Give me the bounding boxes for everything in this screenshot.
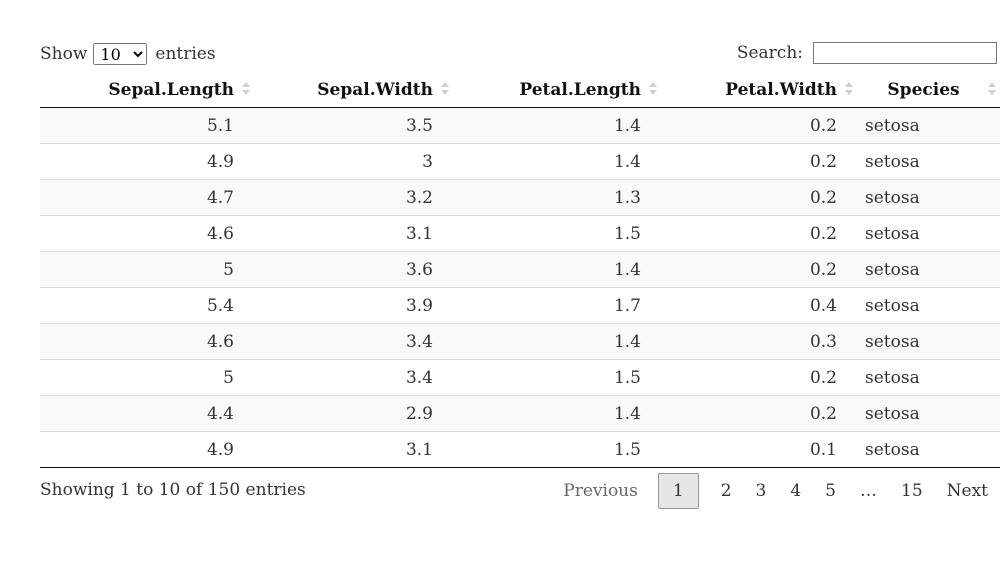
search-input[interactable] — [813, 42, 997, 64]
table-row: 4.9 3 1.4 0.2 setosa — [40, 143, 1000, 180]
entries-label: entries — [155, 44, 216, 64]
cell-sepal-width: 3.2 — [252, 179, 451, 216]
cell-petal-length: 1.4 — [451, 323, 659, 360]
cell-petal-length: 1.5 — [451, 431, 659, 468]
search-label: Search: — [736, 43, 803, 63]
cell-petal-length: 1.7 — [451, 287, 659, 324]
cell-sepal-width: 2.9 — [252, 395, 451, 432]
page-length-control: Show 10 entries — [40, 43, 216, 65]
cell-petal-width: 0.3 — [659, 323, 855, 360]
pagination: Previous 1 2 3 4 5 … 15 Next — [551, 473, 1000, 509]
cell-species: setosa — [855, 215, 1000, 252]
next-button[interactable]: Next — [946, 481, 988, 501]
page-button-3[interactable]: 3 — [755, 481, 767, 501]
page-button-15[interactable]: 15 — [901, 481, 923, 501]
table-row: 4.6 3.4 1.4 0.3 setosa — [40, 323, 1000, 360]
cell-petal-width: 0.2 — [659, 179, 855, 216]
cell-petal-width: 0.2 — [659, 215, 855, 252]
cell-species: setosa — [855, 287, 1000, 324]
cell-sepal-length: 4.9 — [40, 431, 252, 468]
page-button-2[interactable]: 2 — [720, 481, 732, 501]
table-row: 5 3.6 1.4 0.2 setosa — [40, 251, 1000, 288]
data-table: Sepal.Length Sepal.Width Petal.Length Pe… — [40, 72, 1000, 468]
sort-icon — [441, 80, 449, 98]
cell-petal-length: 1.4 — [451, 395, 659, 432]
page-length-select[interactable]: 10 — [93, 43, 148, 65]
cell-sepal-width: 3 — [252, 143, 451, 180]
cell-sepal-width: 3.6 — [252, 251, 451, 288]
cell-petal-length: 1.5 — [451, 215, 659, 252]
cell-sepal-width: 3.4 — [252, 323, 451, 360]
column-header-petal-width[interactable]: Petal.Width — [659, 72, 855, 108]
cell-sepal-length: 4.4 — [40, 395, 252, 432]
column-header-petal-length[interactable]: Petal.Length — [451, 72, 659, 108]
cell-sepal-length: 4.9 — [40, 143, 252, 180]
cell-species: setosa — [855, 359, 1000, 396]
previous-button[interactable]: Previous — [563, 481, 638, 501]
cell-species: setosa — [855, 179, 1000, 216]
table-row: 4.6 3.1 1.5 0.2 setosa — [40, 215, 1000, 252]
show-label: Show — [40, 44, 88, 64]
column-header-sepal-width[interactable]: Sepal.Width — [252, 72, 451, 108]
cell-sepal-length: 4.6 — [40, 215, 252, 252]
sort-icon — [242, 80, 250, 98]
cell-petal-length: 1.4 — [451, 251, 659, 288]
cell-petal-width: 0.4 — [659, 287, 855, 324]
table-row: 4.9 3.1 1.5 0.1 setosa — [40, 431, 1000, 468]
page-button-5[interactable]: 5 — [825, 481, 836, 501]
cell-sepal-length: 5.1 — [206, 115, 234, 136]
cell-sepal-length: 4.6 — [40, 323, 252, 360]
cell-species: setosa — [855, 251, 1000, 288]
cell-petal-width: 0.2 — [809, 115, 837, 136]
cell-petal-width: 0.2 — [659, 143, 855, 180]
cell-species: setosa — [855, 431, 1000, 468]
cell-petal-width: 0.2 — [659, 395, 855, 432]
cell-petal-length: 1.4 — [451, 143, 659, 180]
table-row: 5 3.4 1.5 0.2 setosa — [40, 359, 1000, 396]
table-info: Showing 1 to 10 of 150 entries — [40, 480, 306, 500]
cell-sepal-width: 3.4 — [252, 359, 451, 396]
column-header-sepal-length[interactable]: Sepal.Length — [40, 72, 252, 108]
table-row: 5.4 3.9 1.7 0.4 setosa — [40, 287, 1000, 324]
cell-petal-width: 0.2 — [659, 359, 855, 396]
sort-icon — [649, 80, 657, 98]
cell-sepal-width: 3.1 — [252, 215, 451, 252]
cell-petal-length: 1.3 — [451, 179, 659, 216]
cell-sepal-length: 5 — [40, 359, 252, 396]
cell-petal-length: 1.5 — [451, 359, 659, 396]
cell-sepal-length: 5 — [40, 251, 252, 288]
header-row: Sepal.Length Sepal.Width Petal.Length Pe… — [40, 72, 1000, 108]
table-row: 5.1 3.5 1.4 0.2 setosa — [40, 107, 1000, 144]
cell-species: setosa — [865, 115, 920, 136]
page-button-4[interactable]: 4 — [790, 481, 802, 501]
cell-petal-width: 0.1 — [659, 431, 855, 468]
cell-sepal-width: 3.9 — [252, 287, 451, 324]
table-row: 4.4 2.9 1.4 0.2 setosa — [40, 395, 1000, 432]
cell-petal-width: 0.2 — [659, 251, 855, 288]
sort-icon — [988, 80, 996, 98]
search-control: Search: — [737, 42, 997, 64]
page-button-1[interactable]: 1 — [657, 473, 699, 509]
cell-species: setosa — [855, 395, 1000, 432]
cell-species: setosa — [855, 143, 1000, 180]
sort-icon — [845, 80, 853, 98]
cell-sepal-width: 3.1 — [252, 431, 451, 468]
pagination-ellipsis: … — [860, 481, 877, 501]
cell-sepal-length: 4.7 — [40, 179, 252, 216]
cell-petal-length: 1.4 — [613, 115, 641, 136]
table-row: 4.7 3.2 1.3 0.2 setosa — [40, 179, 1000, 216]
cell-sepal-width: 3.5 — [405, 115, 433, 136]
column-header-species[interactable]: Species — [855, 72, 1000, 108]
cell-sepal-length: 5.4 — [40, 287, 252, 324]
cell-species: setosa — [855, 323, 1000, 360]
